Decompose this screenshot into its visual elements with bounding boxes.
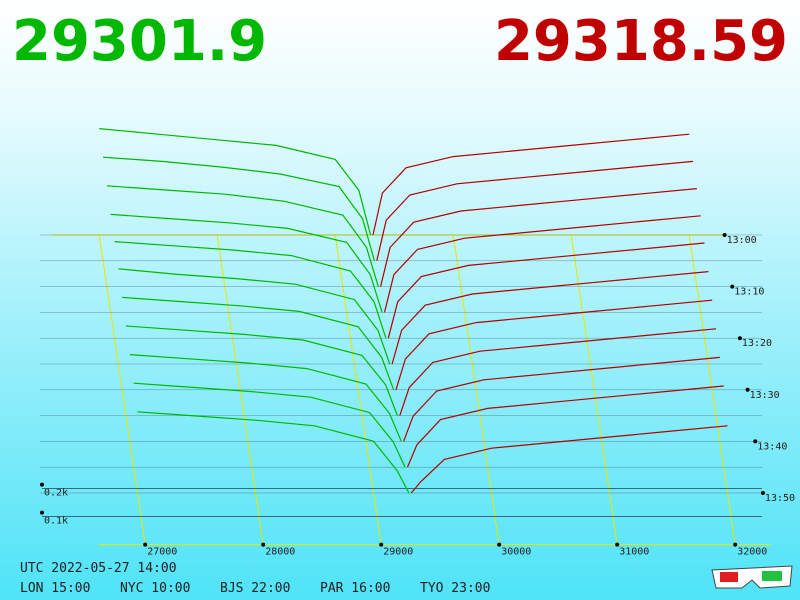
price-tick-label: 29000 — [383, 547, 413, 558]
price-tick — [733, 542, 738, 547]
time-tick — [753, 439, 758, 444]
ask-depth-line — [410, 425, 728, 494]
bid-depth-line — [102, 156, 375, 261]
ask-depth-line — [380, 188, 697, 287]
time-tick-label: 13:00 — [727, 235, 757, 246]
price-tick — [615, 542, 620, 547]
ask-price: 29318.59 — [494, 9, 788, 74]
ask-depth-line — [403, 356, 720, 442]
ask-depth-line — [406, 385, 724, 468]
bid-depth-line — [114, 241, 387, 339]
price-tick-label: 32000 — [737, 547, 767, 558]
ask-depth-line — [383, 215, 701, 313]
depth-tick-label: 0.1k — [44, 516, 68, 527]
time-tick — [737, 336, 742, 341]
ask-depth-line — [391, 271, 709, 365]
time-tick — [760, 491, 765, 495]
bid-depth-line — [122, 296, 395, 391]
ask-depth-line — [387, 242, 705, 339]
price-tick — [261, 542, 266, 547]
curves — [99, 128, 728, 494]
depth-tick — [40, 482, 44, 487]
time-tick-label: 13:20 — [742, 338, 772, 349]
bid-depth-line — [110, 213, 383, 313]
city-clock: TYO 23:00 — [420, 581, 490, 596]
bid-depth-line — [137, 411, 410, 494]
depth-tick — [40, 510, 44, 515]
ask-depth-line — [399, 328, 717, 416]
glasses-icon — [711, 565, 793, 589]
time-tick-label: 13:50 — [765, 493, 795, 504]
time-tick — [722, 233, 727, 237]
bid-depth-line — [133, 382, 406, 468]
price-tick-label: 31000 — [619, 547, 649, 558]
bid-depth-line — [118, 268, 391, 365]
bid-price: 29301.9 — [12, 9, 267, 74]
price-tick-label: 30000 — [501, 547, 531, 558]
time-tick-label: 13:30 — [750, 390, 780, 401]
price-tick — [143, 542, 148, 547]
time-tick-label: 13:40 — [757, 441, 787, 452]
ask-depth-line — [372, 133, 690, 236]
utc-time: UTC 2022-05-27 14:00 — [20, 561, 177, 576]
city-clock: BJS 22:00 — [220, 581, 290, 596]
price-tick-label: 27000 — [147, 547, 177, 558]
time-tick — [745, 387, 750, 392]
bid-depth-line — [129, 354, 402, 442]
time-tick-label: 13:10 — [734, 287, 764, 298]
price-tick-label: 28000 — [265, 547, 295, 558]
ask-depth-line — [395, 299, 713, 390]
bid-depth-line — [106, 185, 379, 287]
bid-depth-line — [125, 325, 398, 416]
bid-depth-line — [99, 128, 372, 236]
ask-depth-line — [376, 160, 694, 261]
city-clock: PAR 16:00 — [320, 581, 390, 596]
price-tick — [497, 542, 502, 547]
price-tick — [379, 542, 384, 547]
city-clock: NYC 10:00 — [120, 581, 190, 596]
floor: 27000 28000 29000 30000 31000 320000.2k0.1k13… — [40, 233, 795, 558]
city-clock: LON 15:00 — [20, 581, 90, 596]
time-tick — [730, 284, 735, 289]
